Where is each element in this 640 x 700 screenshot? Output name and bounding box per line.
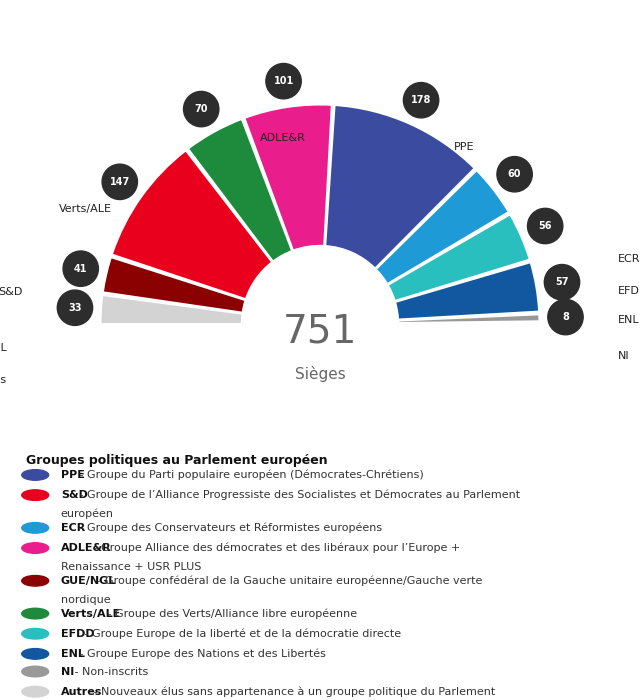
Text: - Groupe des Conservateurs et Réformistes européens: - Groupe des Conservateurs et Réformiste… [76,523,382,533]
Text: ADLE&R: ADLE&R [61,543,111,553]
Text: - Groupe Europe de la liberté et de la démocratie directe: - Groupe Europe de la liberté et de la d… [81,629,401,639]
Circle shape [266,64,301,99]
Text: NI: NI [618,351,629,360]
Circle shape [527,209,563,244]
Wedge shape [398,314,540,323]
Text: GUE/NGL: GUE/NGL [61,576,116,586]
Text: EFDD: EFDD [61,629,95,638]
Text: 147: 147 [109,177,130,187]
Wedge shape [376,170,509,284]
Text: - Groupe confédéral de la Gauche unitaire européenne/Gauche verte: - Groupe confédéral de la Gauche unitair… [94,575,483,586]
Text: européen: européen [61,509,114,519]
Circle shape [22,649,49,659]
Circle shape [22,629,49,639]
Wedge shape [244,104,332,251]
Circle shape [22,575,49,586]
Text: 751: 751 [283,312,357,351]
Text: - Groupe Europe des Nations et des Libertés: - Groupe Europe des Nations et des Liber… [76,649,326,659]
Text: Groupes politiques au Parlement européen: Groupes politiques au Parlement européen [26,454,327,468]
Text: 60: 60 [508,169,522,179]
Circle shape [22,523,49,533]
Text: S&D: S&D [61,490,88,500]
Wedge shape [188,119,292,262]
Text: Autres: Autres [61,687,102,696]
Text: Renaissance + USR PLUS: Renaissance + USR PLUS [61,562,201,572]
Circle shape [22,470,49,480]
Text: Autres: Autres [0,374,8,385]
Text: 178: 178 [411,95,431,105]
Text: NI: NI [61,666,74,676]
Text: S&D: S&D [0,288,22,298]
Circle shape [22,490,49,500]
Text: PPE: PPE [454,142,474,153]
Text: - Groupe des Verts/Alliance libre européenne: - Groupe des Verts/Alliance libre europé… [104,608,356,619]
Circle shape [184,92,219,127]
Text: Verts/ALE: Verts/ALE [61,608,121,619]
Text: Verts/ALE: Verts/ALE [59,204,111,214]
Wedge shape [325,105,475,269]
Text: - Groupe Alliance des démocrates et des libéraux pour l’Europe +: - Groupe Alliance des démocrates et des … [90,542,460,553]
Text: 41: 41 [74,264,88,274]
Text: 8: 8 [562,312,569,322]
Circle shape [22,687,49,697]
Text: 56: 56 [538,221,552,231]
Circle shape [548,300,583,335]
Text: 57: 57 [556,277,569,287]
Text: 70: 70 [195,104,208,114]
Circle shape [22,666,49,677]
Wedge shape [100,295,243,324]
Text: - Non-inscrits: - Non-inscrits [71,666,148,676]
Circle shape [58,290,93,326]
Text: 33: 33 [68,302,82,313]
Circle shape [497,157,532,192]
Text: nordique: nordique [61,595,111,605]
Circle shape [22,608,49,619]
Text: 101: 101 [273,76,294,86]
Wedge shape [388,214,530,301]
Circle shape [403,83,439,118]
Circle shape [22,542,49,553]
Text: - Nouveaux élus sans appartenance à un groupe politique du Parlement: - Nouveaux élus sans appartenance à un g… [90,687,495,697]
Circle shape [102,164,138,200]
Text: ADLE&R: ADLE&R [260,133,306,143]
Wedge shape [112,150,272,300]
Text: ENL: ENL [61,649,84,659]
Text: ENL: ENL [618,315,639,326]
Text: EFDD: EFDD [618,286,640,295]
Text: ECR: ECR [618,254,640,264]
Wedge shape [395,262,539,320]
Text: Sièges: Sièges [294,366,346,382]
Text: GUE/NGL: GUE/NGL [0,343,8,354]
Circle shape [63,251,99,286]
Text: PPE: PPE [61,470,84,480]
Circle shape [544,265,580,300]
Text: - Groupe du Parti populaire européen (Démocrates-Chrétiens): - Groupe du Parti populaire européen (Dé… [76,470,424,480]
Text: - Groupe de l’Alliance Progressiste des Socialistes et Démocrates au Parlement: - Groupe de l’Alliance Progressiste des … [76,490,520,500]
Text: ECR: ECR [61,523,85,533]
Wedge shape [103,257,246,313]
